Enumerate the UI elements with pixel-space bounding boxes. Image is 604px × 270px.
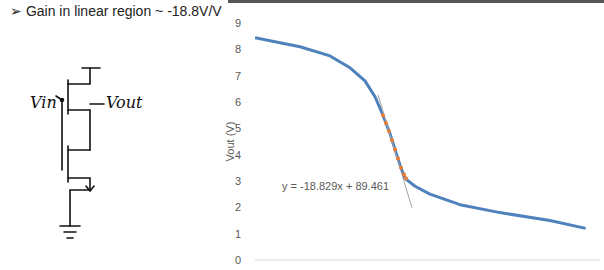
circuit-wire xyxy=(68,110,90,150)
circuit-wire xyxy=(70,190,90,226)
circuit-wire xyxy=(86,186,94,191)
plot-area xyxy=(255,38,586,229)
linear-region-point xyxy=(404,176,408,180)
y-tick-label: 7 xyxy=(235,70,241,82)
linear-region-point xyxy=(393,147,397,151)
y-tick-label: 6 xyxy=(235,96,241,108)
y-tick-label: 3 xyxy=(235,175,241,187)
linear-region-point xyxy=(384,121,388,125)
y-tick xyxy=(252,233,255,234)
y-tick xyxy=(252,207,255,208)
circuit-wire xyxy=(68,68,90,84)
linear-region-point xyxy=(381,113,385,117)
circuit-wire xyxy=(67,237,73,239)
linear-region-point xyxy=(387,129,391,133)
linear-region-point xyxy=(399,166,403,170)
vout-label: Vout xyxy=(106,93,143,112)
y-tick xyxy=(252,23,255,24)
circuit-wire xyxy=(82,67,100,69)
y-tick-label: 8 xyxy=(235,43,241,55)
y-tick-label: 2 xyxy=(235,201,241,213)
vin-label: Vin xyxy=(30,93,57,112)
circuit-wire xyxy=(60,225,80,227)
circuit-wire xyxy=(68,149,90,151)
y-tick xyxy=(252,128,255,129)
y-tick xyxy=(252,49,255,50)
vout-curve xyxy=(255,38,586,229)
y-axis-label: Vout (V) xyxy=(224,122,236,162)
header-bar xyxy=(228,0,604,3)
y-tick-label: 0 xyxy=(235,254,241,266)
linear-region-point xyxy=(396,157,400,161)
linear-region-point xyxy=(402,172,406,176)
circuit-wire xyxy=(64,231,76,233)
y-tick xyxy=(252,154,255,155)
circuit-wire xyxy=(68,178,90,190)
circuit-wire xyxy=(67,146,69,182)
linear-region-point xyxy=(390,138,394,142)
x-axis-line xyxy=(255,260,600,261)
y-tick xyxy=(252,181,255,182)
circuit-sketch xyxy=(56,68,104,238)
y-tick-label: 1 xyxy=(235,228,241,240)
trendline-equation: y = -18.829x + 89.461 xyxy=(282,180,389,192)
circuit-node xyxy=(61,99,64,102)
slide-canvas: ➢ Gain in linear region ~ -18.8V/V Vin Vou… xyxy=(0,0,604,270)
circuit-wire xyxy=(61,102,63,170)
y-tick-label: 9 xyxy=(235,17,241,29)
circuit-wire xyxy=(67,80,69,114)
title: ➢ Gain in linear region ~ -18.8V/V xyxy=(10,3,222,19)
y-tick xyxy=(252,102,255,103)
slide: ➢ Gain in linear region ~ -18.8V/V Vin Vou… xyxy=(0,0,604,270)
y-tick xyxy=(252,75,255,76)
circuit-wire xyxy=(90,103,104,105)
y-tick xyxy=(252,260,255,261)
